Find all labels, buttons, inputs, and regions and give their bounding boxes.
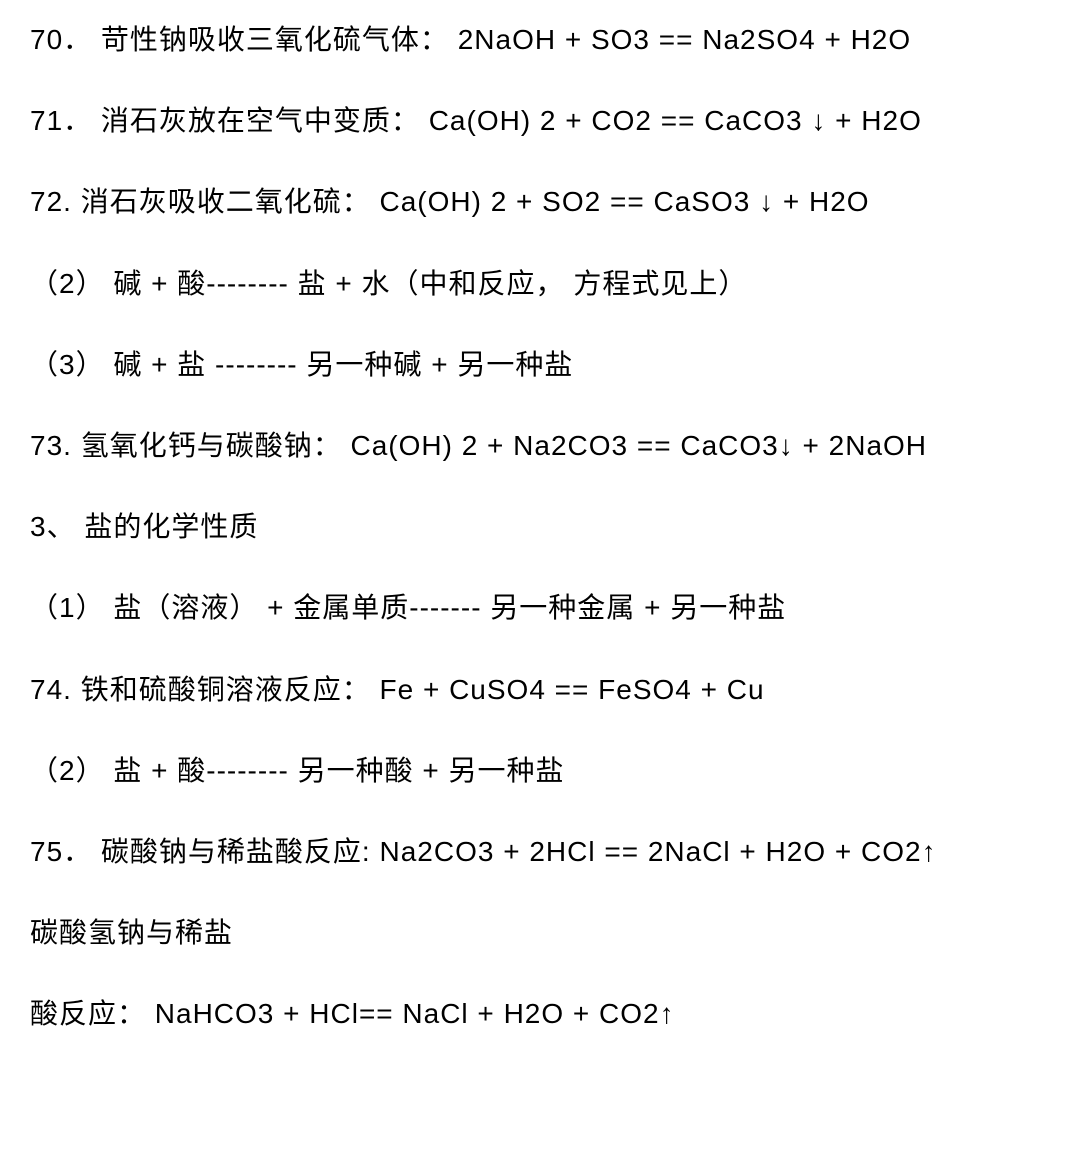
- text-line: （1） 盐（溶液） + 金属单质------- 另一种金属 + 另一种盐: [30, 588, 1050, 627]
- text-line: 酸反应： NaHCO3 + HCl== NaCl + H2O + CO2↑: [30, 994, 1050, 1033]
- text-line: （2） 盐 + 酸-------- 另一种酸 + 另一种盐: [30, 751, 1050, 790]
- text-line: 71． 消石灰放在空气中变质： Ca(OH) 2 + CO2 == CaCO3 …: [30, 101, 1050, 140]
- text-line: 3、 盐的化学性质: [30, 507, 1050, 546]
- text-line: 73. 氢氧化钙与碳酸钠： Ca(OH) 2 + Na2CO3 == CaCO3…: [30, 426, 1050, 465]
- text-line: 75． 碳酸钠与稀盐酸反应: Na2CO3 + 2HCl == 2NaCl + …: [30, 832, 1050, 871]
- text-line: 碳酸氢钠与稀盐: [30, 913, 1050, 952]
- document-content: 70． 苛性钠吸收三氧化硫气体： 2NaOH + SO3 == Na2SO4 +…: [30, 20, 1050, 1033]
- text-line: 70． 苛性钠吸收三氧化硫气体： 2NaOH + SO3 == Na2SO4 +…: [30, 20, 1050, 59]
- text-line: （2） 碱 + 酸-------- 盐 + 水（中和反应， 方程式见上）: [30, 264, 1050, 303]
- text-line: 72. 消石灰吸收二氧化硫： Ca(OH) 2 + SO2 == CaSO3 ↓…: [30, 182, 1050, 221]
- text-line: 74. 铁和硫酸铜溶液反应： Fe + CuSO4 == FeSO4 + Cu: [30, 670, 1050, 709]
- text-line: （3） 碱 + 盐 -------- 另一种碱 + 另一种盐: [30, 345, 1050, 384]
